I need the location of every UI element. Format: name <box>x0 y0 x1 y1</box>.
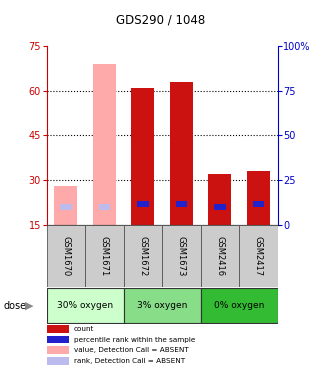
Text: 3% oxygen: 3% oxygen <box>137 301 187 310</box>
Text: rank, Detection Call = ABSENT: rank, Detection Call = ABSENT <box>74 358 185 364</box>
Text: 0% oxygen: 0% oxygen <box>214 301 264 310</box>
Text: count: count <box>74 326 94 332</box>
Bar <box>93 64 116 225</box>
Bar <box>247 171 270 225</box>
Bar <box>201 288 278 323</box>
Bar <box>47 288 124 323</box>
Text: GSM2417: GSM2417 <box>254 236 263 276</box>
Bar <box>124 225 162 287</box>
Bar <box>253 201 264 207</box>
Text: GSM1671: GSM1671 <box>100 236 109 276</box>
Bar <box>162 225 201 287</box>
Text: 30% oxygen: 30% oxygen <box>57 301 113 310</box>
Bar <box>85 225 124 287</box>
Bar <box>239 225 278 287</box>
Text: GSM1670: GSM1670 <box>61 236 70 276</box>
Text: ▶: ▶ <box>25 300 34 311</box>
Text: percentile rank within the sample: percentile rank within the sample <box>74 337 195 343</box>
Text: GSM2416: GSM2416 <box>215 236 224 276</box>
Bar <box>47 336 69 343</box>
Text: GDS290 / 1048: GDS290 / 1048 <box>116 14 205 27</box>
Bar <box>99 205 110 210</box>
Bar <box>208 174 231 225</box>
Bar <box>176 201 187 207</box>
Bar <box>47 225 85 287</box>
Bar <box>124 288 201 323</box>
Bar <box>214 205 226 210</box>
Text: GSM1672: GSM1672 <box>138 236 147 276</box>
Bar <box>137 201 149 207</box>
Bar <box>47 357 69 365</box>
Text: GSM1673: GSM1673 <box>177 236 186 276</box>
Text: dose: dose <box>3 300 26 311</box>
Bar <box>47 325 69 333</box>
Bar <box>201 225 239 287</box>
Bar <box>60 205 72 210</box>
Bar <box>170 82 193 225</box>
Bar <box>131 87 154 225</box>
Bar <box>47 347 69 354</box>
Bar <box>54 186 77 225</box>
Text: value, Detection Call = ABSENT: value, Detection Call = ABSENT <box>74 347 188 353</box>
